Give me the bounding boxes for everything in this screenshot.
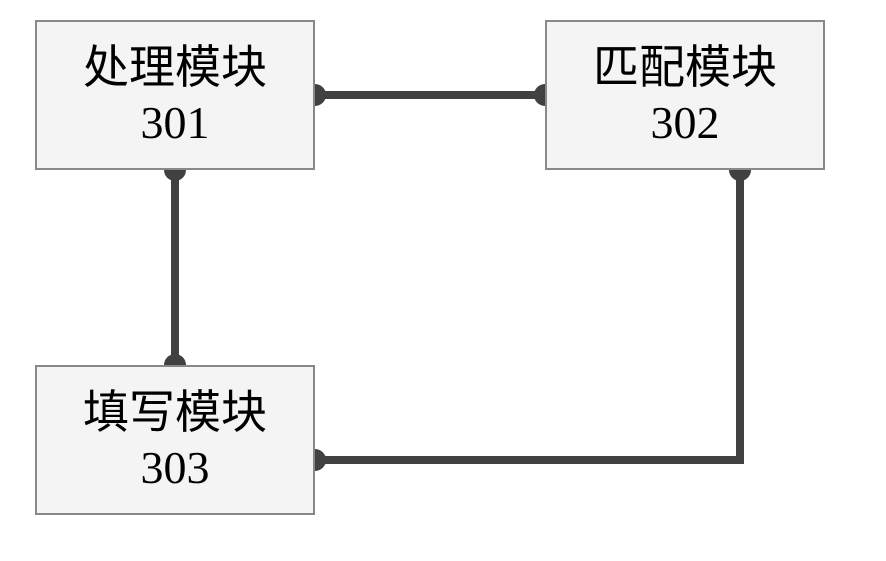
node-label-line1: 填写模块	[83, 385, 267, 440]
node-n301: 处理模块301	[35, 20, 315, 170]
edge-n302-n303	[315, 170, 740, 460]
node-label-line2: 301	[141, 95, 210, 150]
node-label-line1: 匹配模块	[593, 40, 777, 95]
node-label-line2: 302	[651, 95, 720, 150]
node-label-line2: 303	[141, 440, 210, 495]
node-n302: 匹配模块302	[545, 20, 825, 170]
node-label-line1: 处理模块	[83, 40, 267, 95]
node-n303: 填写模块303	[35, 365, 315, 515]
diagram-canvas: 处理模块301 匹配模块302 填写模块303	[0, 0, 886, 561]
